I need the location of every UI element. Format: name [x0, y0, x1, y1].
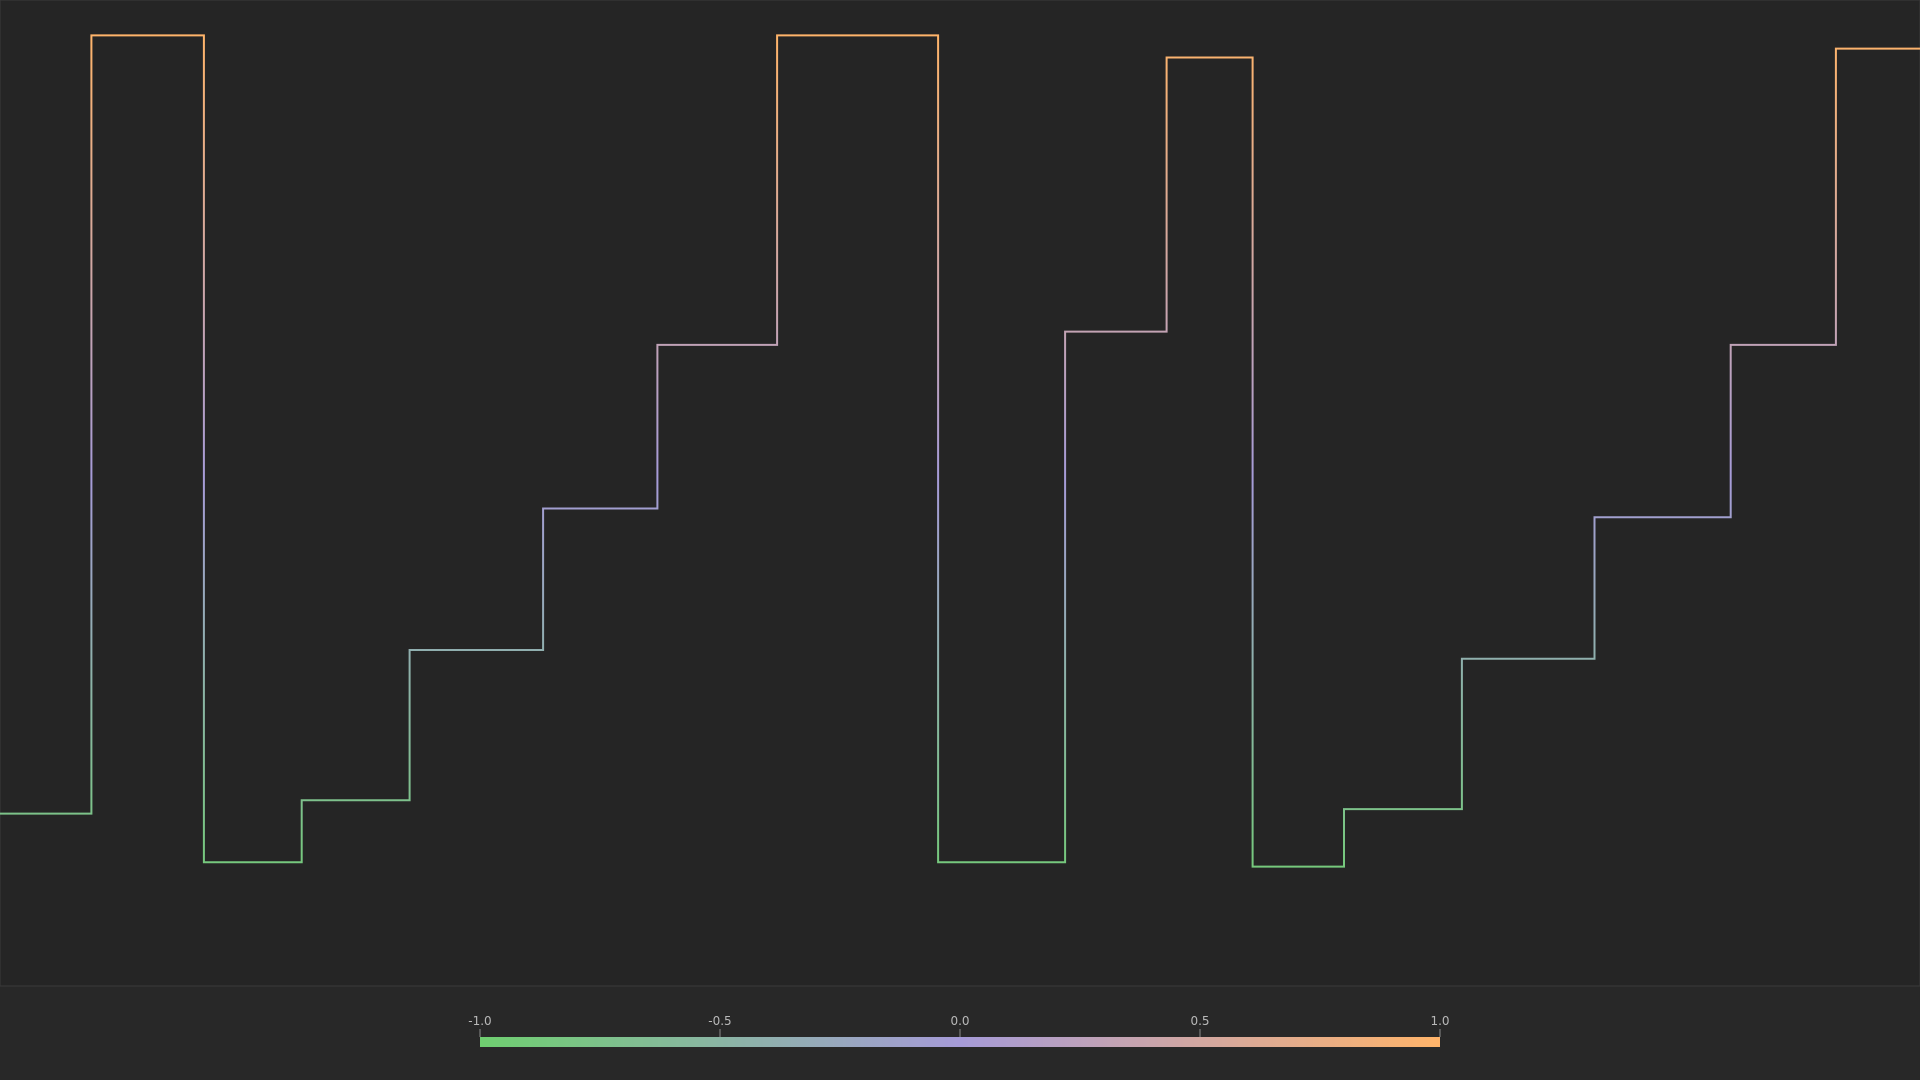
colorbar: -1.0 -0.5 0.0 0.5 1.0: [468, 1014, 1450, 1047]
colorbar-tick-label: 1.0: [1430, 1014, 1449, 1028]
plot-area: [0, 0, 1920, 987]
colorbar-tick-label: -0.5: [708, 1014, 731, 1028]
series-layer: [0, 34, 1920, 868]
colorbar-tick-label: 0.5: [1190, 1014, 1209, 1028]
colorbar-tick-label: 0.0: [950, 1014, 969, 1028]
colorbar-gradient: [480, 1037, 1440, 1047]
colorbar-tick-label: -1.0: [468, 1014, 491, 1028]
step-line-series: [0, 34, 1920, 868]
